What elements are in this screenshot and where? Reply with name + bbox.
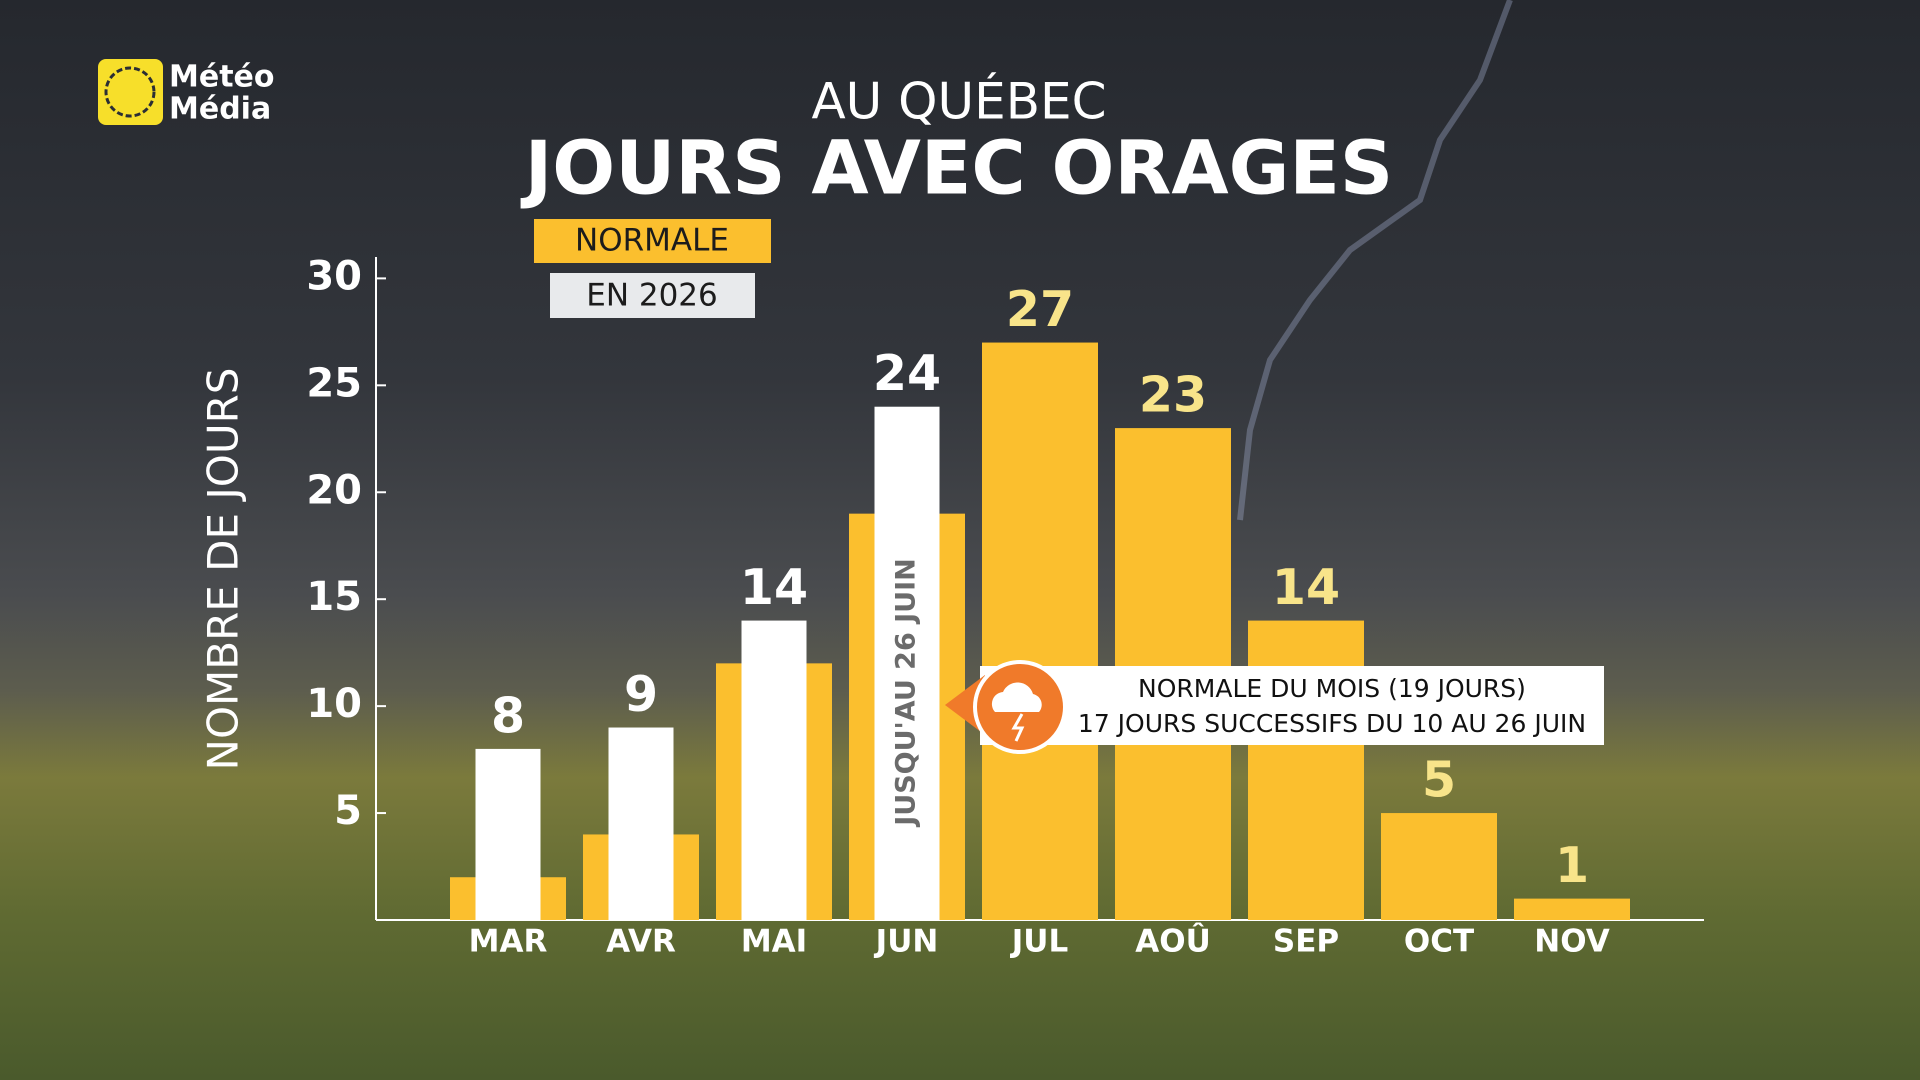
y-tick-label: 25 — [306, 360, 362, 406]
data-label: 24 — [873, 345, 941, 402]
y-tick-label: 5 — [334, 788, 362, 834]
logo: Météo Média — [98, 59, 275, 127]
callout-box — [980, 666, 1604, 745]
logo-text: Média — [169, 92, 271, 127]
storm-icon-cloud — [991, 682, 1042, 712]
data-label: 14 — [1272, 559, 1340, 616]
legend-swatch — [550, 273, 755, 318]
x-tick-label: SEP — [1273, 924, 1339, 960]
data-label: 9 — [624, 666, 658, 723]
bar — [1248, 620, 1364, 920]
logo-text: Météo — [169, 60, 275, 95]
bar-note: JUSQU'AU 26 JUIN — [891, 558, 922, 828]
data-label: 1 — [1555, 837, 1589, 894]
chart-subtitle: AU QUÉBEC — [811, 72, 1106, 131]
x-tick-label: AOÛ — [1135, 923, 1211, 960]
y-tick-label: 20 — [306, 467, 362, 513]
callout-text: NORMALE DU MOIS (19 JOURS) — [1138, 674, 1526, 703]
x-tick-label: MAI — [741, 924, 807, 960]
callout: NORMALE DU MOIS (19 JOURS) 17 JOURS SUCC… — [945, 660, 1604, 754]
x-tick-label: JUL — [1010, 924, 1068, 960]
data-label: 5 — [1422, 752, 1456, 809]
data-label: 23 — [1139, 367, 1207, 424]
bar — [1381, 813, 1497, 920]
callout-text: 17 JOURS SUCCESSIFS DU 10 AU 26 JUIN — [1078, 709, 1586, 738]
x-tick-label: OCT — [1404, 924, 1474, 960]
bar — [475, 748, 541, 920]
x-tick-label: NOV — [1534, 924, 1609, 960]
y-tick-label: 15 — [306, 574, 362, 620]
storm-icon-bolt — [1011, 713, 1025, 742]
legend-swatch — [534, 219, 771, 263]
logo-globe — [104, 66, 156, 118]
x-tick-label: AVR — [606, 924, 676, 960]
data-label: 27 — [1006, 281, 1074, 338]
bar — [982, 342, 1098, 920]
x-tick-label: MAR — [469, 924, 548, 960]
x-tick-label: JUN — [874, 924, 939, 960]
chart-title: JOURS AVEC ORAGES — [520, 126, 1393, 212]
y-tick-label: 30 — [306, 253, 362, 299]
legend-label: NORMALE — [575, 223, 729, 259]
bar — [874, 406, 940, 920]
data-label: 14 — [740, 559, 808, 616]
bar — [741, 620, 807, 920]
y-axis-label: NOMBRE DE JOURS — [199, 368, 248, 771]
bar — [1514, 898, 1630, 920]
legend: NORMALE EN 2026 — [534, 219, 771, 318]
bar — [608, 727, 674, 920]
data-label: 8 — [491, 687, 525, 744]
lightning — [1237, 0, 1513, 521]
legend-label: EN 2026 — [586, 278, 718, 314]
y-tick-label: 10 — [306, 681, 362, 727]
